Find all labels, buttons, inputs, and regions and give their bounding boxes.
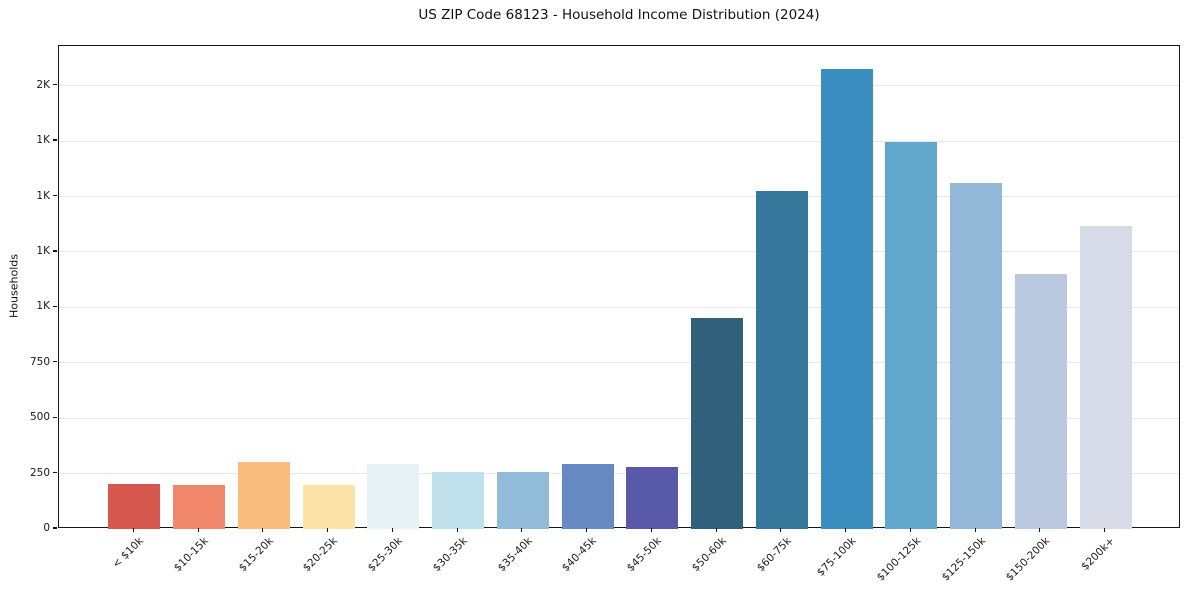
x-tick-mark — [456, 528, 458, 532]
y-tick-mark — [53, 139, 57, 141]
bar — [367, 464, 420, 529]
gridline — [59, 473, 1179, 475]
x-tick-mark — [1104, 528, 1106, 532]
bar — [1079, 225, 1132, 529]
y-tick-label: 1K — [36, 244, 50, 257]
x-tick-mark — [197, 528, 199, 532]
y-tick-label: 2K — [36, 78, 50, 91]
bar — [1014, 273, 1067, 529]
x-tick-mark — [715, 528, 717, 532]
gridline — [59, 140, 1179, 142]
y-tick-mark — [53, 194, 57, 197]
gridline — [59, 251, 1179, 253]
x-tick-mark — [974, 528, 976, 532]
bar — [691, 318, 744, 529]
bar — [626, 467, 679, 529]
gridline — [59, 306, 1179, 308]
bar — [302, 484, 355, 529]
gridline — [59, 417, 1179, 419]
y-tick-label: 0 — [43, 522, 50, 534]
bar — [173, 485, 226, 529]
y-tick-mark — [53, 305, 57, 307]
chart-title: US ZIP Code 68123 - Household Income Dis… — [418, 7, 820, 23]
bar — [496, 472, 549, 529]
y-tick-label: 250 — [29, 466, 50, 479]
y-tick-label: 1K — [36, 300, 50, 313]
x-tick-mark — [780, 528, 782, 532]
y-tick-mark — [53, 84, 57, 86]
bar — [950, 182, 1003, 529]
bar — [820, 69, 873, 529]
bar — [561, 463, 614, 529]
y-tick-label: 500 — [29, 411, 50, 424]
y-tick-mark — [53, 361, 57, 363]
x-tick-mark — [909, 528, 911, 532]
y-tick-mark — [53, 471, 57, 474]
y-tick-mark — [53, 527, 57, 529]
bar — [237, 461, 290, 529]
y-tick-label: 1K — [36, 189, 50, 202]
gridline — [59, 196, 1179, 197]
x-tick-mark — [650, 528, 652, 532]
x-tick-mark — [391, 528, 393, 532]
x-tick-mark — [262, 528, 264, 532]
x-tick-mark — [327, 528, 329, 532]
x-tick-mark — [586, 528, 588, 532]
bar — [108, 484, 161, 529]
x-tick-mark — [132, 528, 134, 532]
plot-area — [58, 45, 1180, 529]
gridline — [59, 85, 1179, 87]
bar — [432, 471, 485, 529]
y-tick-mark — [53, 416, 57, 418]
y-tick-label: 1K — [36, 134, 50, 147]
gridline — [59, 362, 1179, 364]
bar — [755, 191, 808, 529]
x-tick-mark — [521, 528, 523, 532]
bar — [885, 141, 938, 529]
y-tick-mark — [53, 250, 57, 252]
x-tick-mark — [1039, 528, 1041, 532]
y-tick-label: 750 — [29, 355, 50, 368]
x-tick-mark — [845, 528, 847, 532]
